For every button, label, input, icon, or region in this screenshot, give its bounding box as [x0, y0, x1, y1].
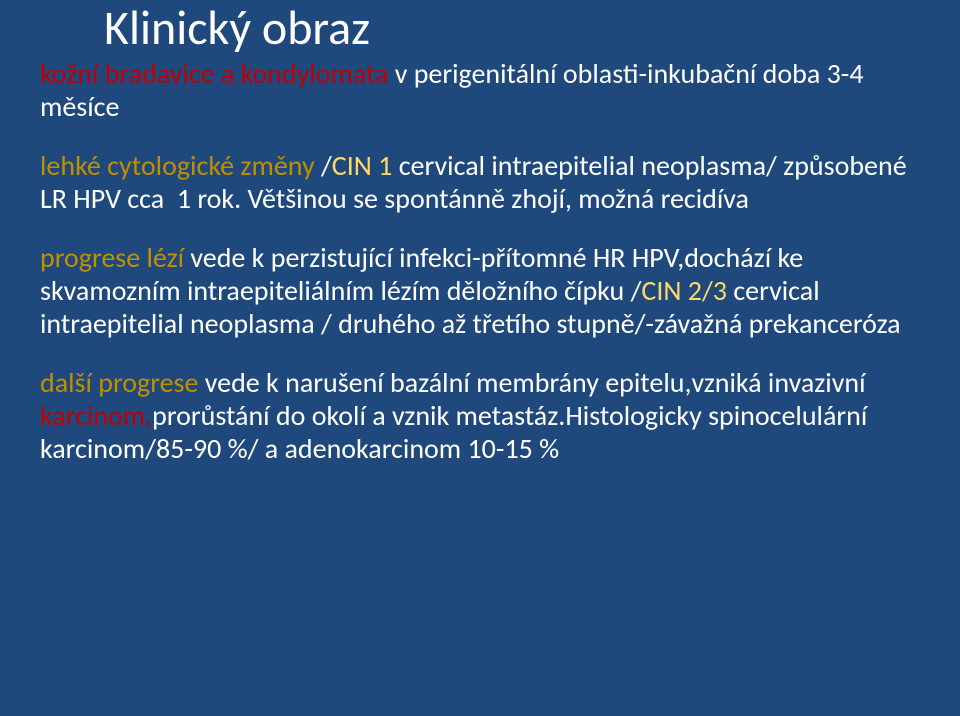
paragraph-1: kožní bradavice a kondylomata v perigeni…	[40, 57, 912, 123]
p1-span-0: kožní bradavice a kondylomata	[40, 56, 395, 91]
paragraph-3: progrese lézí vede k perzistující infekc…	[40, 241, 912, 340]
p3-span-2: CIN 2/3	[641, 273, 733, 308]
slide-title: Klinický obraz	[40, 0, 912, 55]
paragraph-2: lehké cytologické změny /CIN 1 cervical …	[40, 149, 912, 215]
p2-span-0: lehké cytologické změny	[40, 148, 321, 183]
p4-span-0: další progrese	[40, 365, 205, 400]
p4-span-3: prorůstání do okolí a vznik metastáz.His…	[40, 398, 874, 466]
p2-span-2: CIN 1	[332, 148, 399, 183]
paragraph-4: další progrese vede k narušení bazální m…	[40, 366, 912, 465]
p3-span-0: progrese lézí	[40, 240, 190, 275]
p2-span-1: /	[321, 148, 332, 183]
p4-span-2: karcinom,	[40, 398, 152, 433]
p4-span-1: vede k narušení bazální membrány epitelu…	[205, 365, 872, 400]
